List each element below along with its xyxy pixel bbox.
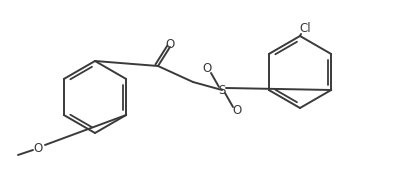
Text: O: O (202, 62, 211, 75)
Text: O: O (232, 104, 242, 117)
Text: Cl: Cl (299, 22, 311, 35)
Text: O: O (33, 142, 43, 155)
Text: O: O (166, 38, 175, 51)
Text: S: S (218, 83, 226, 96)
